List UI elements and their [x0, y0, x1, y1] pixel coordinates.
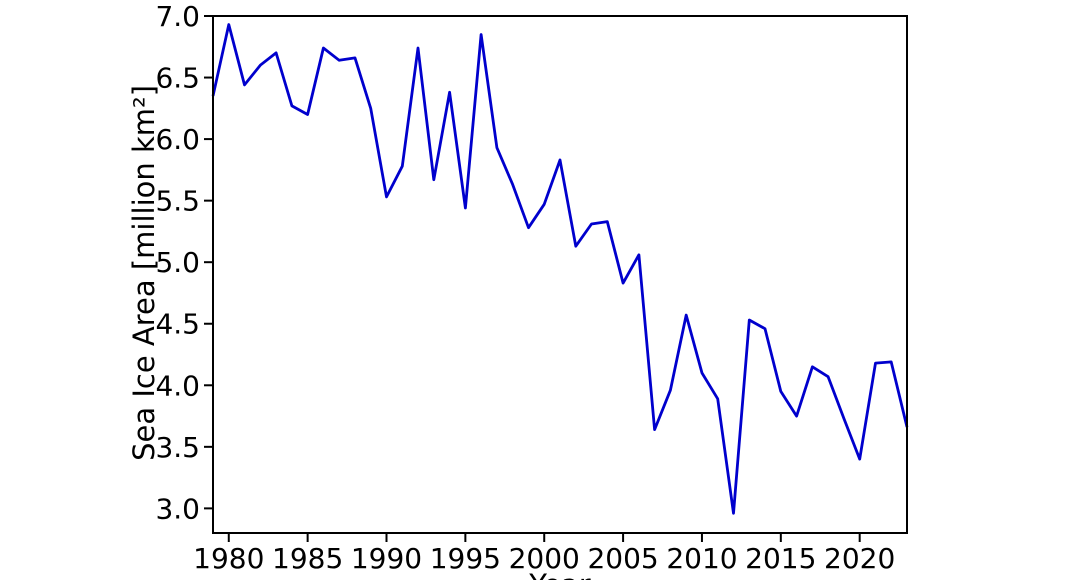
x-tick-label-1990: 1990: [351, 542, 422, 575]
axes-frame: [212, 15, 908, 534]
y-tick-label-5.0: 5.0: [155, 246, 200, 279]
y-tick-label-6.5: 6.5: [155, 62, 200, 95]
sea-ice-area-line: [211, 23, 909, 515]
y-axis-label: Sea Ice Area [million km²]: [127, 85, 162, 461]
y-tick-label-7.0: 7.0: [155, 0, 200, 33]
x-tick-label-1980: 1980: [193, 542, 264, 575]
y-tick-label-4.5: 4.5: [155, 308, 200, 341]
x-tick-label-2000: 2000: [509, 542, 580, 575]
x-tick-label-2020: 2020: [824, 542, 895, 575]
y-tick-label-3.5: 3.5: [155, 431, 200, 464]
x-axis-label: Year: [460, 569, 660, 580]
x-tick-label-2015: 2015: [745, 542, 816, 575]
x-tick-label-2010: 2010: [666, 542, 737, 575]
x-tick-label-1995: 1995: [430, 542, 501, 575]
y-tick-label-5.5: 5.5: [155, 185, 200, 218]
x-tick-label-2005: 2005: [587, 542, 658, 575]
x-tick-label-1985: 1985: [272, 542, 343, 575]
y-tick-label-3.0: 3.0: [155, 492, 200, 525]
y-tick-label-4.0: 4.0: [155, 369, 200, 402]
y-tick-label-6.0: 6.0: [155, 123, 200, 156]
